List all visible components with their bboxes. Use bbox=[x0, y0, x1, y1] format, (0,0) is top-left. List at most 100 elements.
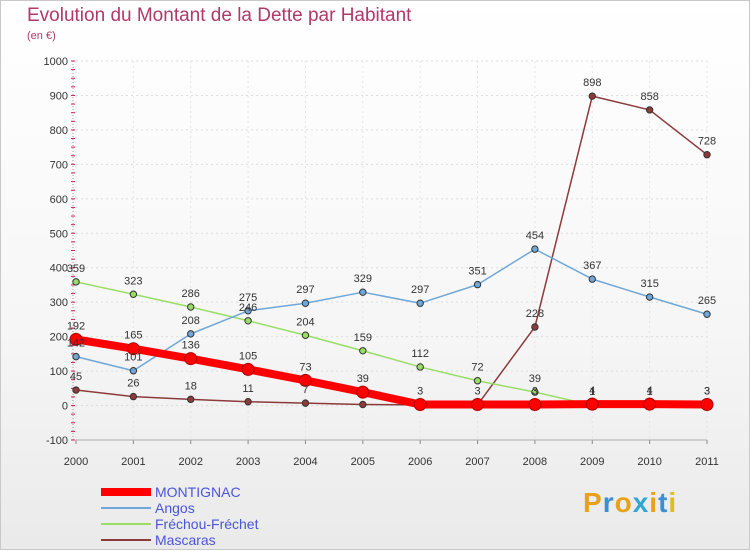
data-label: 204 bbox=[296, 316, 314, 328]
data-point bbox=[416, 363, 424, 371]
data-point bbox=[473, 377, 482, 385]
legend-swatch bbox=[101, 488, 151, 496]
data-point bbox=[703, 151, 711, 159]
data-point bbox=[588, 92, 596, 100]
data-point bbox=[416, 299, 424, 307]
data-label: 228 bbox=[526, 308, 544, 320]
data-point bbox=[129, 392, 138, 401]
data-point bbox=[359, 347, 367, 355]
y-tick-label: 900 bbox=[50, 90, 68, 102]
x-tick-label: 2002 bbox=[178, 456, 202, 468]
data-label: 11 bbox=[242, 383, 253, 395]
data-label: 39 bbox=[529, 373, 541, 385]
legend-label: Angos bbox=[155, 500, 195, 516]
data-point bbox=[244, 398, 252, 406]
y-tick-label: 300 bbox=[50, 297, 68, 309]
y-tick-label: 100 bbox=[50, 366, 68, 378]
data-label: 142 bbox=[67, 338, 85, 350]
unit-label: (en €) bbox=[27, 30, 56, 42]
data-label: 3 bbox=[704, 386, 710, 398]
data-point bbox=[126, 342, 140, 356]
legend-label: Mascaras bbox=[155, 532, 216, 548]
data-point bbox=[356, 385, 370, 399]
x-tick-label: 2008 bbox=[523, 456, 547, 468]
logo-letter: i bbox=[649, 487, 659, 518]
logo-letter: x bbox=[632, 487, 650, 518]
data-point bbox=[187, 330, 195, 338]
y-tick-label: 700 bbox=[50, 159, 68, 171]
data-label: 159 bbox=[354, 332, 372, 344]
legend-label: MONTIGNAC bbox=[155, 484, 241, 500]
data-label: 246 bbox=[239, 302, 257, 314]
series-line-montignac bbox=[75, 335, 708, 409]
legend-swatch bbox=[101, 539, 151, 541]
data-label: 898 bbox=[583, 77, 601, 89]
data-point bbox=[72, 278, 80, 286]
y-tick-label: 600 bbox=[50, 194, 68, 206]
data-label: 454 bbox=[526, 230, 544, 242]
data-point bbox=[471, 398, 485, 412]
logo-letter: i bbox=[668, 487, 678, 518]
data-point bbox=[184, 352, 198, 366]
data-label: 3 bbox=[704, 386, 710, 398]
logo-letter: r bbox=[602, 487, 615, 518]
x-tick-label: 2011 bbox=[695, 456, 719, 468]
data-point bbox=[359, 288, 367, 296]
data-label: 208 bbox=[182, 315, 200, 327]
data-point bbox=[528, 398, 542, 412]
legend-swatch bbox=[101, 523, 151, 525]
data-point bbox=[72, 386, 80, 394]
data-label: 4 bbox=[647, 385, 653, 397]
x-tick-label: 2004 bbox=[293, 456, 317, 468]
data-label: 26 bbox=[127, 378, 139, 390]
data-point bbox=[187, 303, 195, 311]
data-label: 72 bbox=[471, 362, 483, 374]
data-label: 3 bbox=[532, 386, 538, 398]
data-point bbox=[531, 388, 539, 396]
x-tick-label: 2010 bbox=[637, 456, 661, 468]
data-label: 4 bbox=[589, 385, 595, 397]
y-tick-label: -100 bbox=[46, 435, 68, 447]
data-point bbox=[301, 399, 310, 407]
data-label: 112 bbox=[411, 348, 429, 360]
data-point bbox=[645, 106, 654, 114]
data-label: 1 bbox=[647, 386, 653, 398]
data-label: 323 bbox=[124, 275, 142, 287]
series-line-fréchou-fréchet bbox=[75, 281, 708, 406]
data-label: 367 bbox=[583, 260, 601, 272]
y-tick-label: 800 bbox=[50, 125, 68, 137]
data-label: 165 bbox=[124, 330, 142, 342]
data-label: 192 bbox=[67, 320, 85, 332]
data-label: 297 bbox=[296, 284, 314, 296]
logo-letter: o bbox=[614, 487, 633, 518]
legend-swatch bbox=[101, 507, 151, 509]
data-point bbox=[645, 293, 654, 301]
data-point bbox=[359, 400, 367, 409]
y-tick-label: 1000 bbox=[44, 56, 68, 68]
data-label: 18 bbox=[185, 380, 197, 392]
data-label: 359 bbox=[67, 263, 85, 275]
data-label: 329 bbox=[354, 273, 372, 285]
data-point bbox=[187, 395, 195, 404]
x-tick-label: 2007 bbox=[465, 456, 489, 468]
x-tick-label: 2009 bbox=[580, 456, 604, 468]
x-tick-label: 2006 bbox=[408, 456, 432, 468]
series-line-angos bbox=[75, 248, 708, 372]
data-point bbox=[531, 245, 539, 253]
data-point bbox=[301, 331, 310, 339]
data-point bbox=[413, 398, 427, 412]
data-point bbox=[129, 367, 138, 375]
legend-label: Fréchou-Fréchet bbox=[155, 516, 259, 532]
data-label: 858 bbox=[640, 91, 658, 103]
logo-letter: P bbox=[583, 487, 603, 518]
data-point bbox=[643, 397, 657, 411]
data-label: 3 bbox=[474, 386, 480, 398]
data-label: 7 bbox=[302, 384, 308, 396]
data-point bbox=[703, 310, 711, 318]
data-label: 275 bbox=[239, 292, 257, 304]
data-point bbox=[473, 280, 482, 289]
y-tick-label: 400 bbox=[50, 263, 68, 275]
data-point bbox=[531, 323, 539, 331]
